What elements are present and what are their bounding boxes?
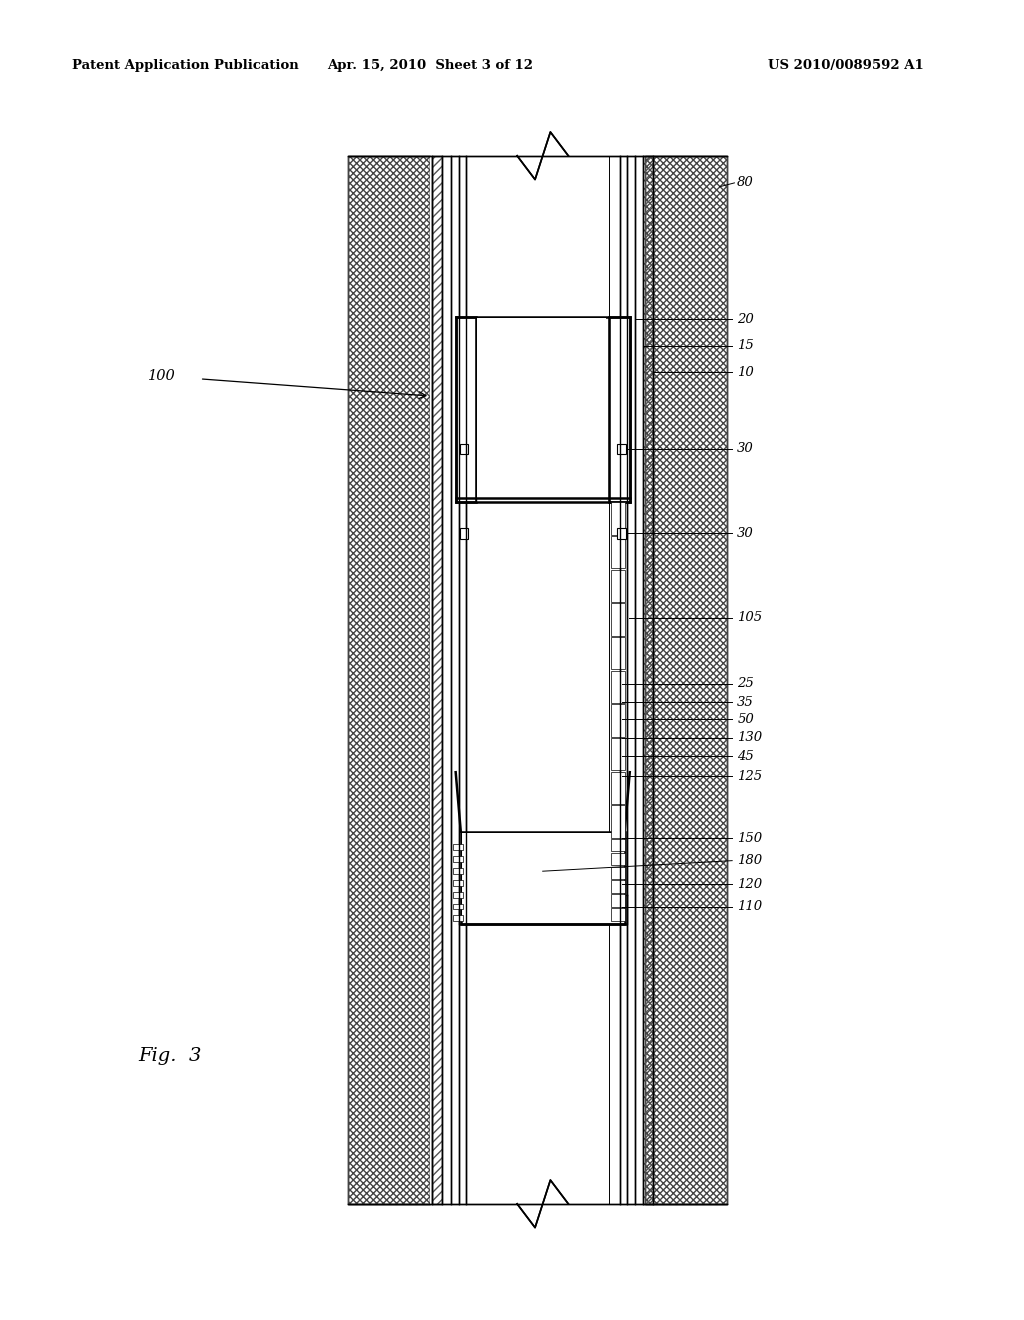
Bar xyxy=(460,444,468,454)
Bar xyxy=(453,916,463,921)
Text: 15: 15 xyxy=(737,339,754,352)
Text: 105: 105 xyxy=(737,611,763,624)
Bar xyxy=(611,503,625,535)
Bar xyxy=(453,903,463,909)
Text: 50: 50 xyxy=(737,713,754,726)
Bar xyxy=(611,895,625,907)
Bar xyxy=(462,833,624,921)
Bar xyxy=(442,156,459,1204)
Bar xyxy=(611,880,625,892)
Bar xyxy=(453,857,463,862)
Bar xyxy=(617,528,626,539)
Bar xyxy=(611,738,625,771)
Bar xyxy=(645,156,727,1204)
Bar xyxy=(643,156,653,1204)
Bar xyxy=(611,705,625,737)
Text: Patent Application Publication: Patent Application Publication xyxy=(72,59,298,73)
Bar xyxy=(611,570,625,602)
Text: 150: 150 xyxy=(737,832,763,845)
Text: 25: 25 xyxy=(737,677,754,690)
Bar xyxy=(453,845,463,850)
Bar xyxy=(611,805,625,838)
Text: 35: 35 xyxy=(737,696,754,709)
Bar xyxy=(430,156,645,1204)
Bar xyxy=(461,832,625,924)
Bar xyxy=(477,318,606,499)
Text: 130: 130 xyxy=(737,731,763,744)
Bar xyxy=(460,528,468,539)
Bar xyxy=(611,603,625,636)
Bar xyxy=(456,317,476,502)
Bar xyxy=(348,156,430,1204)
Text: US 2010/0089592 A1: US 2010/0089592 A1 xyxy=(768,59,924,73)
Text: 180: 180 xyxy=(737,854,763,867)
Text: 80: 80 xyxy=(737,176,754,189)
Bar xyxy=(432,156,442,1204)
Bar xyxy=(477,156,608,924)
Bar xyxy=(609,317,630,502)
Text: Apr. 15, 2010  Sheet 3 of 12: Apr. 15, 2010 Sheet 3 of 12 xyxy=(327,59,534,73)
Bar xyxy=(466,156,620,1204)
Bar xyxy=(611,536,625,569)
Bar xyxy=(611,908,625,921)
Bar xyxy=(453,892,463,898)
Bar xyxy=(611,636,625,669)
Bar xyxy=(611,840,625,851)
Bar xyxy=(627,156,643,1204)
Text: 20: 20 xyxy=(737,313,754,326)
Bar xyxy=(611,853,625,866)
Text: 120: 120 xyxy=(737,878,763,891)
Text: 45: 45 xyxy=(737,750,754,763)
Bar xyxy=(476,317,606,502)
Bar xyxy=(617,444,626,454)
Bar xyxy=(645,156,727,1204)
Bar xyxy=(611,771,625,804)
Text: Fig.  3: Fig. 3 xyxy=(138,1047,202,1065)
Bar xyxy=(453,869,463,874)
Text: 30: 30 xyxy=(737,527,754,540)
Text: 125: 125 xyxy=(737,770,763,783)
Text: 10: 10 xyxy=(737,366,754,379)
Text: 30: 30 xyxy=(737,442,754,455)
Text: 100: 100 xyxy=(148,370,176,383)
Bar xyxy=(611,866,625,879)
Text: 110: 110 xyxy=(737,900,763,913)
Bar xyxy=(611,671,625,704)
Bar xyxy=(348,156,430,1204)
Bar xyxy=(453,879,463,886)
Bar xyxy=(476,156,609,1204)
